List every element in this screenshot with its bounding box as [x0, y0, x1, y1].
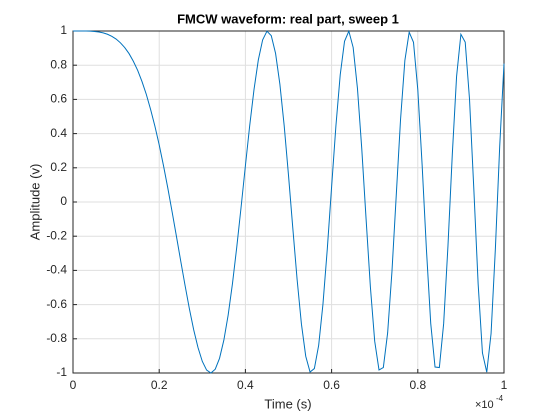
- x-tick-label: 0.6: [323, 378, 340, 392]
- x-axis-label: Time (s): [264, 396, 311, 411]
- y-tick-label: -0.2: [46, 228, 67, 242]
- data-line: [73, 29, 505, 374]
- x-multiplier-base: ×10: [475, 399, 494, 411]
- x-multiplier-exponent: -4: [496, 394, 504, 403]
- y-axis-label: Amplitude (v): [27, 164, 42, 241]
- x-tick-label: 0.2: [151, 378, 168, 392]
- y-tick-label: 0.2: [50, 160, 67, 174]
- y-tick-label: 1: [60, 23, 67, 37]
- y-tick-label: -1: [56, 365, 67, 379]
- chart-title: FMCW waveform: real part, sweep 1: [177, 11, 399, 26]
- y-tick-label: 0.4: [50, 126, 67, 140]
- y-tick-label: 0.8: [50, 57, 67, 71]
- y-tick-label: -0.6: [46, 297, 67, 311]
- x-tick-label: 1: [501, 378, 508, 392]
- y-tick-label: -0.8: [46, 331, 67, 345]
- y-tick-label: -0.4: [46, 263, 67, 277]
- x-tick-label: 0.8: [409, 378, 426, 392]
- y-tick-label: 0: [60, 194, 67, 208]
- plot-frame: [72, 30, 505, 374]
- x-tick-label: 0: [70, 378, 77, 392]
- x-tick-label: 0.4: [237, 378, 254, 392]
- y-tick-label: 0.6: [50, 92, 67, 106]
